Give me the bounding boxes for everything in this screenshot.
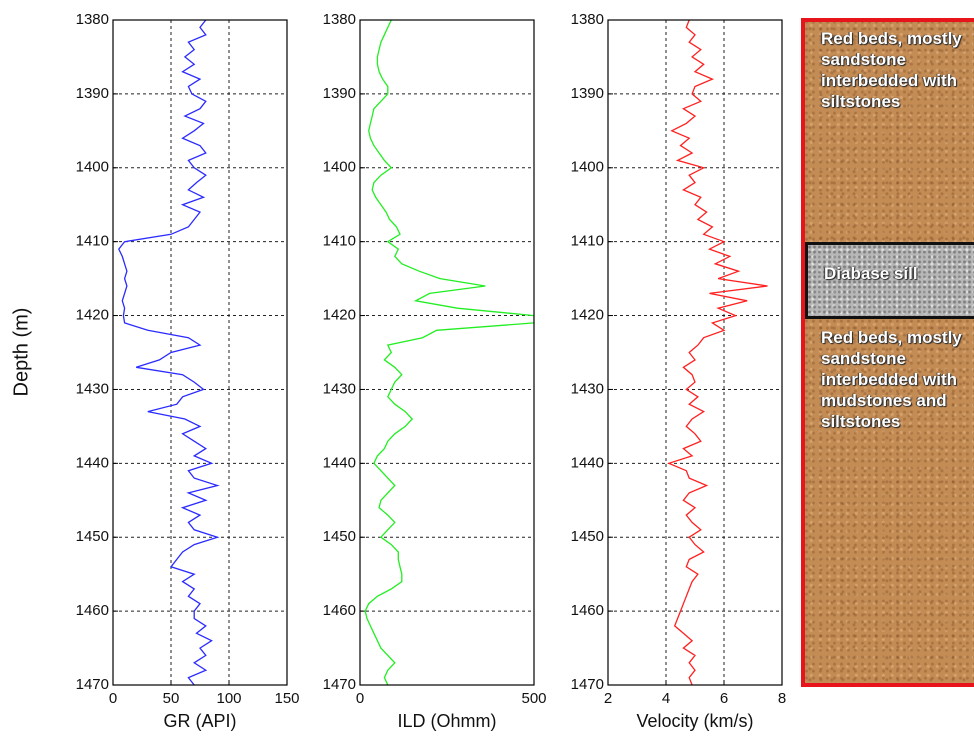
plot-frame	[607, 19, 783, 686]
log-curve	[118, 20, 220, 685]
y-tick-label: 1450	[76, 528, 109, 545]
y-tick-label: 1380	[323, 11, 356, 28]
y-tick-label: 1460	[571, 602, 604, 619]
x-tick-label: 8	[778, 690, 786, 707]
y-tick-label: 1470	[323, 676, 356, 693]
y-axis-label: Depth (m)	[10, 308, 32, 397]
x-tick-label: 100	[216, 690, 241, 707]
x-tick-label: 2	[604, 690, 612, 707]
y-tick-label: 1460	[76, 602, 109, 619]
x-axis-label: Velocity (km/s)	[636, 711, 753, 731]
y-tick-label: 1470	[571, 676, 604, 693]
plot-area	[113, 20, 287, 685]
log-curve	[667, 20, 768, 685]
lithology-column: Red beds, mostly sandstone interbedded w…	[801, 18, 974, 687]
y-tick-label: 1400	[571, 159, 604, 176]
x-tick-label: 500	[521, 690, 546, 707]
y-tick-label: 1420	[76, 307, 109, 324]
y-tick-label: 1420	[323, 307, 356, 324]
x-tick-label: 50	[163, 690, 180, 707]
x-axis-label: GR (API)	[163, 711, 236, 731]
x-tick-label: 150	[274, 690, 299, 707]
y-tick-label: 1390	[571, 85, 604, 102]
y-tick-label: 1440	[323, 454, 356, 471]
lithology-layer: Red beds, mostly sandstone interbedded w…	[805, 319, 974, 683]
lithology-label: Red beds, mostly sandstone interbedded w…	[821, 29, 962, 111]
y-tick-label: 1410	[323, 233, 356, 250]
x-tick-label: 6	[720, 690, 728, 707]
y-tick-label: 1450	[323, 528, 356, 545]
plot-area	[608, 20, 782, 685]
plot-frame	[359, 19, 535, 686]
x-tick-label: 4	[662, 690, 670, 707]
y-tick-label: 1430	[76, 380, 109, 397]
y-tick-label: 1460	[323, 602, 356, 619]
x-tick-label: 0	[356, 690, 364, 707]
y-tick-label: 1390	[323, 85, 356, 102]
plot-area	[360, 20, 534, 685]
y-tick-label: 1380	[571, 11, 604, 28]
plot-frame	[112, 19, 288, 686]
y-tick-label: 1440	[76, 454, 109, 471]
y-tick-label: 1450	[571, 528, 604, 545]
y-tick-label: 1470	[76, 676, 109, 693]
y-tick-label: 1380	[76, 11, 109, 28]
y-tick-label: 1390	[76, 85, 109, 102]
log-curve	[364, 20, 534, 685]
x-tick-label: 0	[109, 690, 117, 707]
lithology-label: Diabase sill	[824, 263, 918, 283]
y-tick-label: 1420	[571, 307, 604, 324]
y-tick-label: 1400	[323, 159, 356, 176]
y-tick-label: 1410	[571, 233, 604, 250]
y-tick-label: 1430	[571, 380, 604, 397]
y-tick-label: 1400	[76, 159, 109, 176]
well-log-charts: 1380 1390 1400 1410 1420 1430 1440 1450 1460 1470…	[10, 11, 786, 731]
lithology-layer: Red beds, mostly sandstone interbedded w…	[805, 22, 974, 242]
x-axis-label: ILD (Ohmm)	[398, 711, 497, 731]
lithology-layer: Diabase sill	[805, 241, 974, 320]
lithology-label: Red beds, mostly sandstone interbedded w…	[821, 328, 962, 432]
y-tick-label: 1410	[76, 233, 109, 250]
y-tick-label: 1430	[323, 380, 356, 397]
y-tick-label: 1440	[571, 454, 604, 471]
